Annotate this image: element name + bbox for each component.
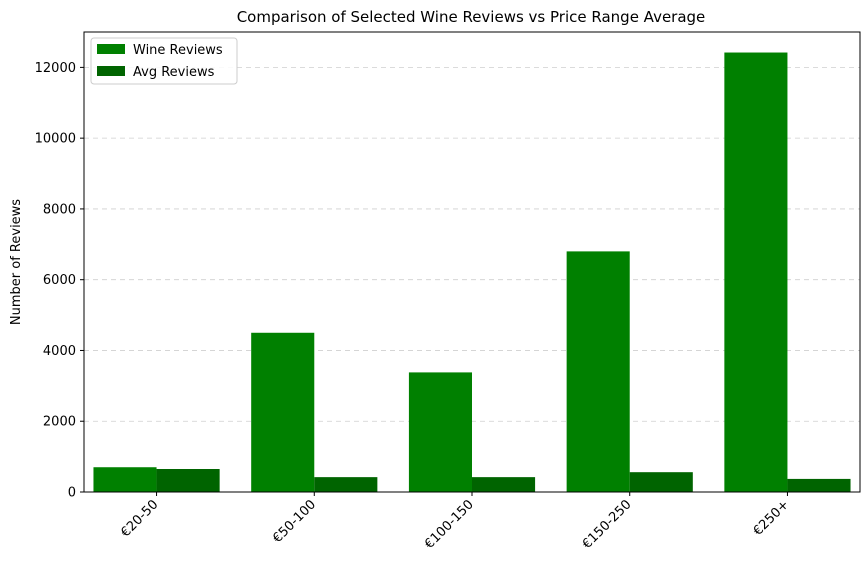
legend-swatch xyxy=(97,44,125,54)
bar-avg-reviews xyxy=(787,478,851,492)
y-tick-label: 8000 xyxy=(43,202,76,217)
legend-swatch xyxy=(97,66,125,76)
x-axis: €20-50 €50-100 €100-150 €150-250 €250+ xyxy=(118,492,792,552)
bar-avg-reviews xyxy=(629,472,693,492)
bar-wine-reviews xyxy=(724,52,788,493)
bar-wine-reviews xyxy=(251,332,315,492)
bar-wine-reviews xyxy=(566,251,630,492)
y-tick-label: 10000 xyxy=(35,132,76,147)
x-tick-label: €20-50 xyxy=(118,497,161,540)
legend-label: Avg Reviews xyxy=(133,65,215,80)
y-tick-label: 4000 xyxy=(43,344,76,359)
x-tick-label: €50-100 xyxy=(270,497,319,546)
bar-avg-reviews xyxy=(156,469,220,492)
legend-label: Wine Reviews xyxy=(133,43,223,58)
legend: Wine Reviews Avg Reviews xyxy=(90,37,238,85)
bar-avg-reviews xyxy=(472,477,536,492)
bar-wine-reviews xyxy=(408,372,472,492)
bar-avg-reviews xyxy=(314,477,378,492)
bars xyxy=(93,52,851,493)
y-tick-label: 6000 xyxy=(43,273,76,288)
x-tick-label: €100-150 xyxy=(422,497,477,552)
y-axis: 0 2000 4000 6000 8000 10000 12000 xyxy=(35,61,84,501)
y-axis-label: Number of Reviews xyxy=(9,199,24,325)
y-tick-label: 12000 xyxy=(35,61,76,76)
x-tick-label: €150-250 xyxy=(580,497,635,552)
y-tick-label: 2000 xyxy=(43,415,76,430)
x-tick-label: €250+ xyxy=(751,497,793,539)
chart-title: Comparison of Selected Wine Reviews vs P… xyxy=(237,8,706,26)
y-tick-label: 0 xyxy=(68,486,76,501)
legend-box xyxy=(90,37,238,85)
bar-wine-reviews xyxy=(93,467,157,492)
